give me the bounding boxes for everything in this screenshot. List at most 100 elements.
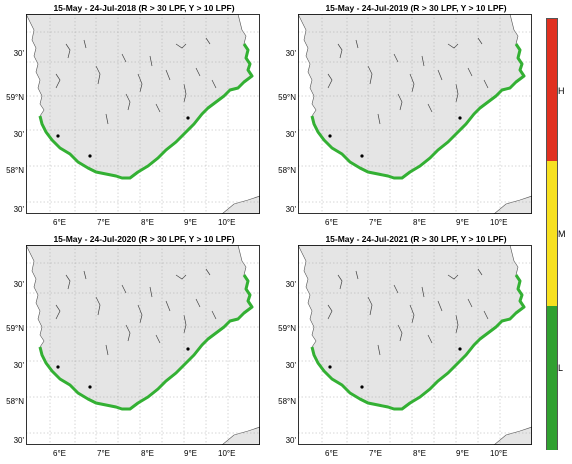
inland-water bbox=[155, 103, 161, 113]
lat-tick-label: 30' bbox=[13, 130, 24, 139]
map-panel-2021 bbox=[297, 244, 533, 446]
inland-water bbox=[437, 300, 443, 312]
lat-tick-label: 30' bbox=[285, 130, 296, 139]
inland-water bbox=[377, 344, 381, 356]
map-panel-2020 bbox=[25, 244, 261, 446]
inland-water bbox=[367, 65, 373, 85]
lon-tick-label: 8°E bbox=[141, 449, 154, 458]
station-marker bbox=[56, 134, 60, 138]
inland-water bbox=[155, 334, 161, 344]
colorbar-segment-high bbox=[547, 19, 557, 161]
inland-water bbox=[175, 274, 187, 280]
station-marker bbox=[360, 385, 364, 389]
map-svg bbox=[25, 13, 261, 215]
lon-tick-label: 8°E bbox=[141, 218, 154, 227]
station-marker bbox=[56, 365, 60, 369]
inland-water bbox=[483, 310, 489, 320]
colorbar-label-low: L bbox=[558, 363, 564, 373]
lat-tick-label: 30' bbox=[285, 361, 296, 370]
colorbar-label-high: H bbox=[558, 86, 565, 96]
inland-water bbox=[377, 113, 381, 125]
lon-tick-label: 9°E bbox=[456, 449, 469, 458]
inland-water bbox=[477, 37, 483, 45]
inland-water bbox=[195, 67, 201, 77]
inland-water bbox=[175, 43, 187, 49]
inland-water bbox=[137, 73, 143, 93]
map-svg bbox=[25, 244, 261, 446]
lat-tick-label: 30' bbox=[285, 280, 296, 289]
inland-water bbox=[477, 268, 483, 276]
lat-tick-label: 58°N bbox=[278, 397, 296, 406]
lon-tick-label: 6°E bbox=[325, 218, 338, 227]
lon-tick-label: 10°E bbox=[218, 449, 236, 458]
inland-water bbox=[355, 39, 359, 49]
station-marker bbox=[88, 385, 92, 389]
coastal-risk-line bbox=[310, 43, 526, 180]
inland-water bbox=[337, 274, 343, 290]
lon-tick-label: 9°E bbox=[456, 218, 469, 227]
panel-title-2020: 15-May - 24-Jul-2020 (R > 30 LPF, Y > 10… bbox=[53, 234, 235, 244]
map-frame bbox=[26, 14, 260, 214]
inland-water bbox=[65, 43, 71, 59]
station-marker bbox=[458, 347, 462, 351]
inland-water bbox=[427, 334, 433, 344]
inland-water bbox=[455, 314, 459, 334]
station-marker bbox=[186, 347, 190, 351]
station-marker bbox=[186, 116, 190, 120]
lat-tick-label: 30' bbox=[285, 436, 296, 445]
lat-tick-label: 58°N bbox=[6, 166, 24, 175]
lat-tick-label: 30' bbox=[13, 436, 24, 445]
inland-water bbox=[455, 83, 459, 103]
map-frame bbox=[298, 14, 532, 214]
inland-water bbox=[483, 79, 489, 89]
inland-water bbox=[397, 93, 403, 111]
inland-water bbox=[83, 39, 87, 49]
lon-tick-label: 6°E bbox=[53, 449, 66, 458]
inland-water bbox=[137, 304, 143, 324]
inland-water bbox=[355, 270, 359, 280]
map-svg bbox=[297, 13, 533, 215]
lat-tick-label: 59°N bbox=[278, 324, 296, 333]
inland-water bbox=[125, 93, 131, 111]
inland-water bbox=[437, 69, 443, 81]
colorbar-segment-medium bbox=[547, 161, 557, 306]
map-panel-2018 bbox=[25, 13, 261, 215]
lon-tick-label: 8°E bbox=[413, 218, 426, 227]
inland-water bbox=[393, 284, 399, 294]
lon-tick-label: 7°E bbox=[369, 449, 382, 458]
colorbar-segment-low bbox=[547, 306, 557, 450]
inland-water bbox=[165, 300, 171, 312]
inland-water bbox=[105, 113, 109, 125]
inland-water bbox=[205, 37, 211, 45]
lon-tick-label: 6°E bbox=[325, 449, 338, 458]
lat-tick-label: 58°N bbox=[278, 166, 296, 175]
inland-water bbox=[149, 286, 153, 298]
inland-water bbox=[467, 298, 473, 308]
colorbar-label-medium: M bbox=[558, 229, 566, 239]
coastal-risk-line bbox=[38, 43, 254, 180]
station-marker bbox=[88, 154, 92, 158]
lat-tick-label: 59°N bbox=[278, 93, 296, 102]
lat-tick-label: 30' bbox=[285, 205, 296, 214]
map-svg bbox=[297, 244, 533, 446]
inland-water bbox=[327, 304, 333, 320]
inland-water bbox=[95, 296, 101, 316]
station-marker bbox=[328, 365, 332, 369]
inland-water bbox=[421, 55, 425, 67]
coastal-risk-line bbox=[310, 274, 526, 411]
inland-water bbox=[95, 65, 101, 85]
panel-title-2019: 15-May - 24-Jul-2019 (R > 30 LPF, Y > 10… bbox=[325, 3, 507, 13]
inland-water bbox=[393, 53, 399, 63]
inland-water bbox=[205, 268, 211, 276]
station-marker bbox=[360, 154, 364, 158]
inland-water bbox=[421, 286, 425, 298]
inland-water bbox=[121, 53, 127, 63]
inland-water bbox=[467, 67, 473, 77]
lat-tick-label: 30' bbox=[13, 280, 24, 289]
lat-tick-label: 59°N bbox=[6, 93, 24, 102]
risk-colorbar bbox=[546, 18, 558, 450]
inland-water bbox=[409, 73, 415, 93]
inland-water bbox=[337, 43, 343, 59]
inland-water bbox=[195, 298, 201, 308]
lon-tick-label: 7°E bbox=[369, 218, 382, 227]
